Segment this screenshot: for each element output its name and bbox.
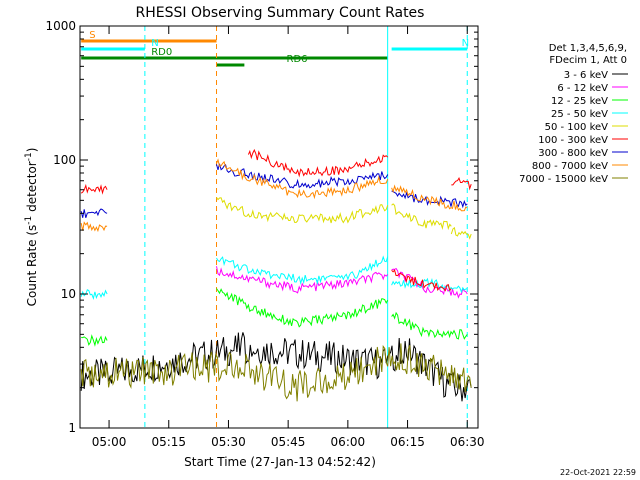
x-axis-label: Start Time (27-Jan-13 04:52:42) [184,455,376,469]
series-0 [80,332,472,402]
legend: Det 1,3,4,5,6,9, FDecim 1, Att 0 3 - 6 k… [519,43,628,185]
y-tick-label-0: 1 [68,421,76,435]
y-axis-label-exp2: -1 [24,152,34,161]
legend-header-line-2: FDecim 1, Att 0 [549,55,627,66]
series-7-segment-1 [216,158,389,200]
x-tick-label-0: 05:00 [92,435,127,449]
x-tick-label-3: 05:45 [271,435,306,449]
series-2-segment-2 [391,311,468,340]
y-axis-label-detector: detector [25,161,39,216]
series-5-segment-3 [451,177,472,191]
flag-label-3: RD0 [151,47,172,58]
series-2-segment-0 [81,334,108,347]
legend-label-5: 100 - 300 keV [538,135,608,146]
legend-header-line-1: Det 1,3,4,5,6,9, [549,43,627,54]
series-7-segment-2 [391,184,468,212]
series-6-segment-0 [80,208,108,218]
flag-label-2: N [462,38,469,49]
legend-label-7: 800 - 7000 keV [532,161,608,172]
footer-timestamp: 22-Oct-2021 22:59 [560,468,636,477]
series-4-segment-1 [391,203,452,231]
legend-label-0: 3 - 6 keV [564,70,608,81]
legend-label-4: 50 - 100 keV [545,122,609,133]
legend-label-8: 7000 - 15000 keV [519,174,608,185]
series-layer [80,148,472,402]
x-tick-label-4: 06:00 [331,435,366,449]
legend-label-1: 6 - 12 keV [557,83,608,94]
series-1-segment-1 [391,267,468,299]
series-4-segment-0 [216,197,389,224]
series-2-segment-1 [216,288,389,328]
series-5-segment-0 [80,183,108,195]
series-8 [80,343,472,402]
series-6-segment-1 [216,163,389,189]
series-5-segment-1 [247,148,389,178]
y-tick-label-1: 10 [61,287,76,301]
series-5 [80,148,472,292]
series-7 [80,158,468,233]
series-7-segment-0 [80,221,108,233]
series-4 [216,197,472,240]
series-1-segment-0 [216,266,389,294]
y-axis-label-main: Count Rate (s [25,225,39,307]
flag-label-1: N [151,38,158,49]
legend-label-2: 12 - 25 keV [551,96,608,107]
y-axis-label-close: ) [25,148,39,153]
y-tick-label-2: 100 [53,153,76,167]
legend-label-3: 25 - 50 keV [551,109,608,120]
series-3-segment-1 [216,255,389,286]
x-tick-label-2: 05:30 [211,435,246,449]
y-axis-label: Count Rate (s-1 detector-1) [24,148,39,307]
legend-label-6: 300 - 800 keV [538,148,608,159]
series-0-segment-0 [80,332,472,402]
series-2 [81,288,468,347]
plot-frame [79,25,479,429]
flag-label-0: S [89,30,95,41]
series-1 [216,266,468,299]
series-8-segment-0 [80,343,472,402]
series-5-segment-2 [391,269,452,292]
series-4-segment-2 [450,226,472,240]
flag-label-4: RD6 [287,54,308,65]
ticks-layer: 05:00 05:15 05:30 05:45 06:00 06:15 06:30 1 10 10… [45,19,484,449]
series-3-segment-2 [391,277,468,294]
x-tick-label-1: 05:15 [151,435,186,449]
x-tick-label-5: 06:15 [390,435,425,449]
y-axis-label-exp1: -1 [24,216,34,225]
x-tick-label-6: 06:30 [450,435,485,449]
y-tick-label-3: 1000 [45,19,76,33]
chart-title: RHESSI Observing Summary Count Rates [136,5,425,21]
